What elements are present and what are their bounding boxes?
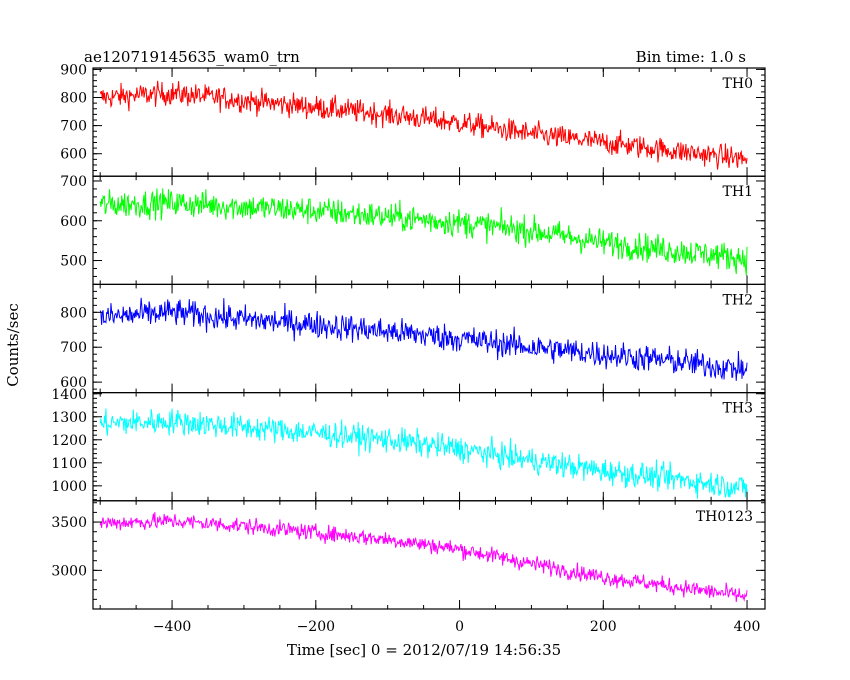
y-tick-label: 500	[60, 254, 87, 270]
panel-th3: 1000 1100 1200 1300 1400 TH3	[51, 387, 766, 502]
panel-th2: 600 700 800 TH2	[60, 283, 766, 394]
panel-frame	[92, 175, 766, 285]
x-tick-label: 400	[734, 619, 761, 635]
y-tick-label: 600	[60, 375, 87, 391]
series-line-th2	[99, 297, 748, 381]
y-tick-label: 1000	[51, 479, 87, 495]
series-line-th1	[99, 188, 748, 276]
y-tick-label: 1200	[51, 433, 87, 449]
series-line-th3	[99, 408, 748, 499]
x-tick-label: 0	[455, 619, 464, 635]
bin-time-label: Bin time: 1.0 s	[636, 48, 746, 66]
x-axis-label: Time [sec] 0 = 2012/07/19 14:56:35	[287, 641, 561, 659]
x-tick-label: −400	[153, 619, 191, 635]
panel-th0123: 3000 3500 TH0123	[51, 500, 766, 610]
panel-frame	[92, 500, 766, 610]
y-axis-label: Counts/sec	[4, 303, 22, 387]
x-tick-label: 200	[590, 619, 617, 635]
y-tick-label: 700	[60, 174, 87, 190]
y-tick-label: 800	[60, 305, 87, 321]
y-tick-label: 1300	[51, 410, 87, 426]
y-tick-label: 3000	[51, 563, 87, 579]
x-tick-label: −200	[297, 619, 335, 635]
plot-title: ae120719145635_wam0_trn	[84, 48, 300, 66]
y-tick-label: 1100	[51, 456, 87, 472]
panel-label: TH3	[723, 401, 753, 417]
series-line-th0123	[99, 512, 748, 603]
y-tick-label: 900	[60, 62, 87, 78]
panel-th0: 600 700 800 900 TH0	[60, 62, 766, 177]
y-tick-label: 700	[60, 119, 87, 135]
y-tick-label: 3500	[51, 515, 87, 531]
panel-th1: 500 600 700 TH1	[60, 174, 766, 285]
series-line-th0	[99, 80, 748, 170]
panel-frame	[92, 283, 766, 394]
y-tick-label: 700	[60, 340, 87, 356]
y-tick-label: 1400	[51, 387, 87, 403]
panel-label: TH1	[723, 184, 753, 200]
panel-stack: 600 700 800 900 TH0 500 600 700 TH1 600 700 800 TH2 1…	[51, 62, 766, 635]
y-tick-label: 800	[60, 91, 87, 107]
panel-label: TH0	[723, 76, 753, 92]
panel-label: TH0123	[696, 509, 753, 525]
panel-label: TH2	[723, 292, 753, 308]
y-tick-label: 600	[60, 147, 87, 163]
y-tick-label: 600	[60, 214, 87, 230]
